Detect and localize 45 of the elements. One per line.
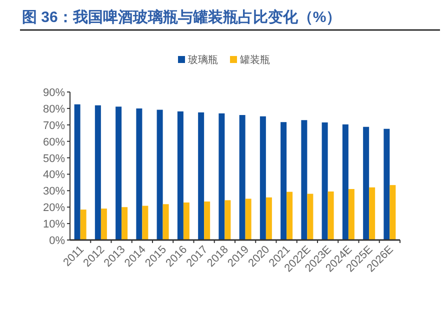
bar <box>136 108 142 240</box>
bar <box>142 206 148 240</box>
bar <box>363 126 370 240</box>
bar <box>348 189 354 240</box>
bar <box>198 112 204 240</box>
bar <box>280 122 287 240</box>
y-tick-label: 70% <box>42 120 66 132</box>
bar <box>224 200 231 240</box>
bar <box>260 116 266 240</box>
y-tick-label: 60% <box>42 136 66 148</box>
legend-label: 玻璃瓶 <box>188 54 218 66</box>
y-tick-label: 80% <box>42 103 66 116</box>
bar <box>245 198 252 240</box>
y-tick-label: 10% <box>42 218 66 231</box>
bar <box>122 207 128 240</box>
y-tick-label: 90% <box>42 87 66 99</box>
bar <box>301 120 308 240</box>
bar <box>80 210 86 240</box>
bar <box>162 204 169 240</box>
bar <box>328 191 334 240</box>
bar <box>390 185 396 240</box>
y-tick-label: 0% <box>49 235 66 247</box>
bar <box>369 187 376 240</box>
bar <box>239 115 246 240</box>
bar <box>94 105 101 240</box>
bar <box>183 202 190 240</box>
bar <box>322 122 328 240</box>
bar <box>342 124 348 240</box>
y-tick-label: 50% <box>42 152 66 165</box>
bar <box>384 128 390 240</box>
chart-title: 图 36：我国啤酒玻璃瓶与罐装瓶占比变化（%） <box>22 8 342 26</box>
bar <box>116 106 122 240</box>
bar <box>204 202 210 240</box>
bar <box>74 104 80 240</box>
bar <box>286 192 293 240</box>
bar <box>307 194 314 240</box>
bar <box>177 111 184 240</box>
bar <box>100 208 107 240</box>
y-tick-label: 40% <box>42 169 66 182</box>
bar <box>218 113 225 240</box>
bar <box>156 110 163 240</box>
bar <box>266 197 272 240</box>
legend-label: 罐装瓶 <box>240 54 270 66</box>
y-tick-label: 20% <box>42 202 66 214</box>
y-tick-label: 30% <box>42 186 66 198</box>
